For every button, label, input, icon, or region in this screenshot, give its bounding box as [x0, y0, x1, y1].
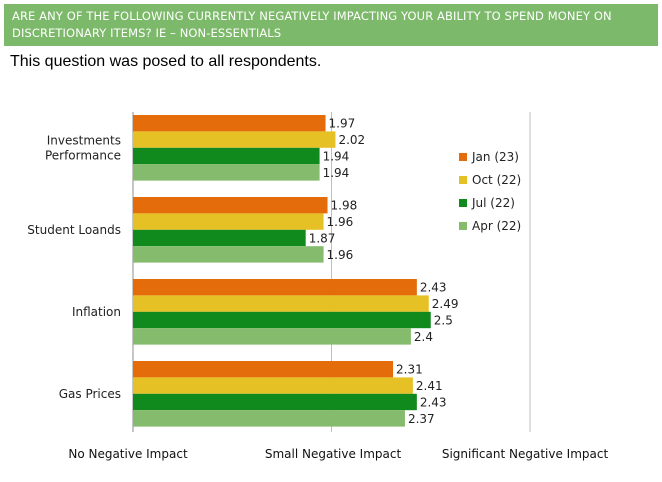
value-label: 2.49 [432, 297, 459, 311]
bar-2-3 [133, 328, 411, 345]
value-label: 1.94 [323, 166, 350, 180]
x-tick-label: Significant Negative Impact [442, 447, 609, 461]
value-label: 1.98 [331, 199, 358, 213]
category-label: Gas Prices [59, 387, 121, 401]
bar-1-3 [133, 246, 324, 263]
bar-0-1 [133, 131, 336, 148]
category-label: Inflation [72, 305, 121, 319]
bar-0-2 [133, 147, 320, 165]
x-tick-label: Small Negative Impact [265, 447, 402, 461]
legend-label: Jul (22) [471, 196, 515, 210]
legend-swatch-2 [459, 199, 467, 207]
question-header: ARE ANY OF THE FOLLOWING CURRENTLY NEGAT… [4, 4, 658, 46]
subtitle: This question was posed to all responden… [10, 53, 322, 70]
value-label: 2.4 [414, 330, 433, 344]
bar-2-0 [133, 279, 417, 296]
value-label: 2.43 [420, 396, 447, 410]
value-label: 2.43 [420, 281, 447, 295]
value-label: 1.96 [327, 215, 354, 229]
legend-swatch-3 [459, 222, 467, 230]
legend-swatch-0 [459, 153, 467, 161]
bar-3-3 [133, 410, 405, 427]
value-label: 1.96 [327, 248, 354, 262]
bar-1-2 [133, 229, 306, 247]
legend-label: Jan (23) [471, 150, 519, 164]
legend-swatch-1 [459, 176, 467, 184]
value-label: 2.31 [396, 363, 423, 377]
bar-3-2 [133, 393, 417, 411]
x-tick-label: No Negative Impact [68, 447, 188, 461]
category-label: Performance [45, 148, 121, 162]
category-label: Student Loands [27, 223, 121, 237]
value-label: 2.41 [416, 379, 443, 393]
value-label: 2.5 [434, 314, 453, 328]
legend-label: Apr (22) [472, 219, 521, 233]
value-label: 1.94 [323, 150, 350, 164]
category-label: Investments [47, 133, 121, 147]
bar-1-1 [133, 213, 324, 230]
value-label: 1.97 [329, 117, 356, 131]
bar-3-1 [133, 377, 413, 394]
bar-1-0 [133, 197, 328, 214]
legend-label: Oct (22) [472, 173, 521, 187]
bar-0-0 [133, 115, 326, 132]
bar-3-0 [133, 361, 394, 378]
value-label: 2.02 [338, 133, 365, 147]
bar-2-2 [133, 311, 431, 329]
value-label: 2.37 [408, 412, 435, 426]
value-label: 1.87 [309, 232, 336, 246]
bar-2-1 [133, 295, 429, 312]
bar-0-3 [133, 164, 320, 181]
